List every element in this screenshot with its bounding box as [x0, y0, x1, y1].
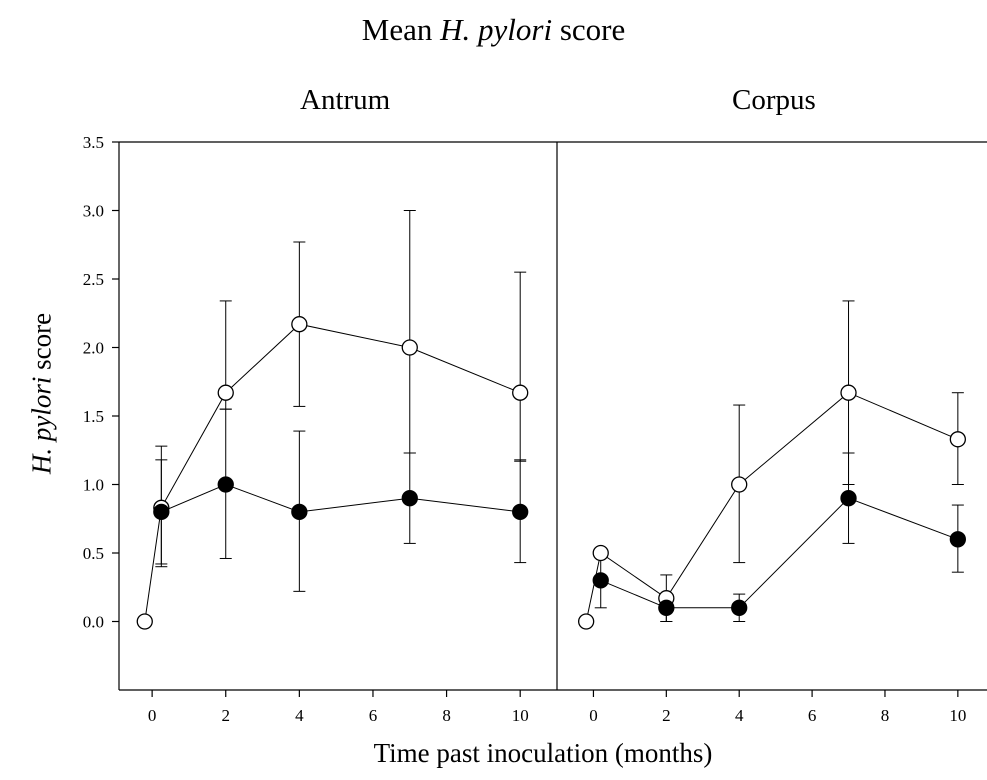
corpus-x-tick-label: 4 — [735, 706, 744, 725]
corpus-filled-circle-point — [949, 531, 966, 548]
antrum-open-circle-series-line — [144, 323, 521, 622]
antrum-panel-title: Antrum — [300, 84, 391, 116]
corpus-filled-circle-point — [658, 599, 675, 616]
antrum-x-tick-label: 4 — [295, 706, 304, 725]
y-tick-label: 3.5 — [83, 133, 104, 152]
antrum-filled-circle-point — [217, 476, 234, 493]
corpus-x-tick-label: 2 — [662, 706, 671, 725]
antrum-filled-circle-point — [401, 490, 418, 507]
antrum-open-circle-point — [512, 384, 529, 401]
corpus-open-circle-point — [592, 544, 609, 562]
corpus-open-circle-point — [840, 384, 857, 401]
y-tick-label: 3.0 — [83, 202, 104, 221]
y-tick-label: 2.5 — [83, 270, 104, 289]
antrum-filled-circle-point — [512, 503, 529, 521]
antrum-filled-circle-series-line — [161, 483, 521, 513]
y-tick-label: 2.0 — [83, 339, 104, 358]
y-tick-label: 1.5 — [83, 407, 104, 426]
corpus-open-circle-series-line — [585, 392, 958, 622]
y-tick-label: 0.0 — [83, 613, 104, 632]
corpus-open-circle-point — [578, 613, 595, 630]
corpus-x-tick-label: 0 — [589, 706, 598, 725]
corpus-filled-circle-point — [731, 599, 748, 616]
antrum-open-circle-point — [291, 316, 308, 333]
corpus-x-tick-label: 6 — [808, 706, 817, 725]
corpus-open-circle-point — [731, 476, 748, 493]
corpus-x-tick-label: 8 — [881, 706, 890, 725]
antrum-x-tick-label: 10 — [512, 706, 529, 725]
y-tick-label: 0.5 — [83, 544, 104, 563]
corpus-filled-circle-series-line — [600, 497, 958, 609]
antrum-x-tick-label: 2 — [221, 706, 230, 725]
antrum-open-circle-point — [401, 339, 418, 356]
corpus-x-tick-label: 10 — [949, 706, 966, 725]
corpus-panel-title: Corpus — [732, 84, 816, 116]
antrum-open-circle-point — [217, 384, 234, 401]
corpus-filled-circle-point — [592, 572, 609, 589]
antrum-x-tick-label: 0 — [148, 706, 157, 725]
x-axis-label: Time past inoculation (months) — [373, 738, 713, 768]
corpus-open-circle-point — [949, 431, 966, 448]
chart-title-prefix: Mean — [361, 12, 441, 47]
chart-title-italic: H. pylori — [440, 12, 553, 47]
antrum-open-circle-point — [136, 613, 153, 630]
corpus-filled-circle-point — [840, 490, 857, 507]
y-tick-label: 1.0 — [83, 476, 104, 495]
antrum-x-tick-label: 6 — [369, 706, 378, 725]
antrum-filled-circle-point — [153, 503, 170, 521]
chart-title: Mean H. pylori score — [0, 12, 987, 48]
chart-title-suffix: score — [552, 12, 626, 47]
antrum-x-tick-label: 8 — [442, 706, 451, 725]
antrum-filled-circle-point — [291, 503, 308, 521]
